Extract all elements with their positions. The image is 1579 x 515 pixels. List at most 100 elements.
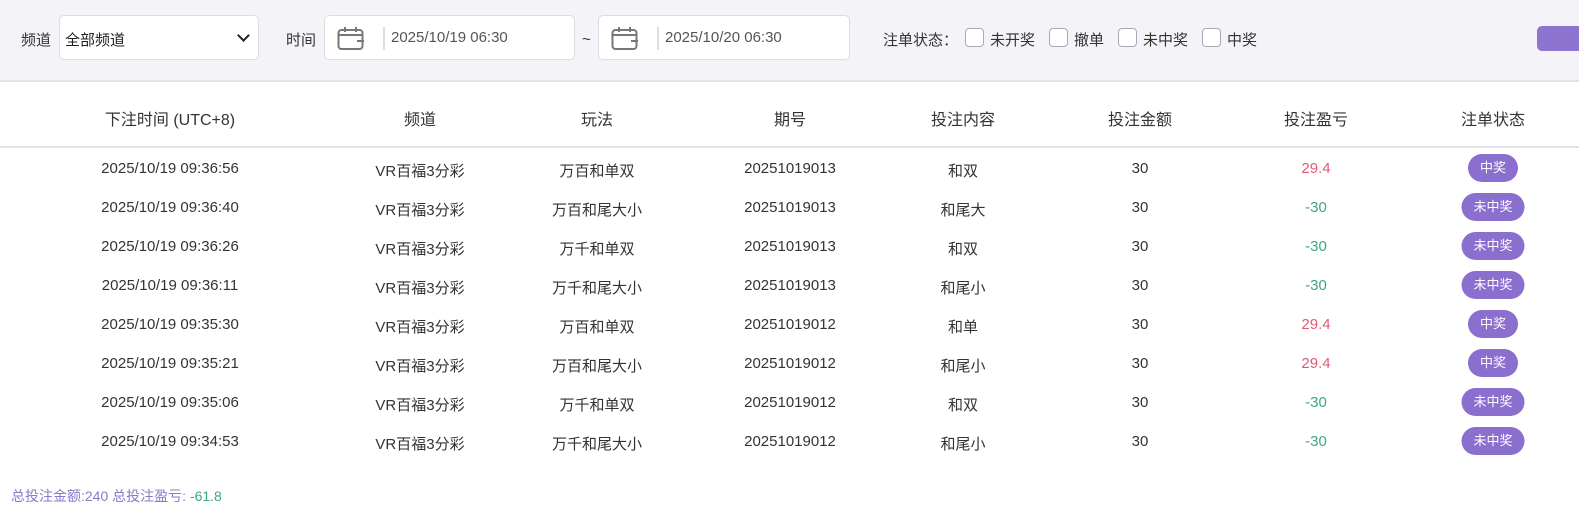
time-label: 时间 (286, 32, 317, 49)
filter-bar: 频道 全部频道 时间 2025/10/19 06:30 ~ 2025/10/20… (0, 0, 1579, 82)
total-bet-label: 总投注金额: (11, 488, 85, 504)
end-date-value: 2025/10/20 06:30 (665, 29, 782, 46)
column-header-bet-time: 下注时间 (UTC+8) (104, 112, 236, 129)
status-label: 注单状态： (883, 32, 959, 49)
channel-select[interactable]: 全部频道 (59, 15, 259, 60)
total-bet-value: 240 (84, 488, 109, 504)
divider (657, 27, 659, 50)
cell-channel: VR百福3分彩 (375, 436, 465, 453)
cell-bet-time: 2025/10/19 09:36:40 (101, 199, 239, 216)
cell-bet-time: 2025/10/19 09:35:06 (101, 394, 239, 411)
cell-bet-amount: 30 (1131, 199, 1149, 216)
status-badge: 未中奖 (1461, 427, 1525, 455)
checkbox-label: 撤单 (1074, 32, 1105, 49)
column-header-bet-content: 投注内容 (930, 112, 996, 129)
table-row: 2025/10/19 09:35:21 VR百福3分彩 万百和尾大小 20251019… (0, 344, 1579, 383)
cell-bet-content: 和尾小 (940, 358, 986, 375)
status-badge: 未中奖 (1461, 232, 1525, 260)
cell-bet-content: 和尾大 (940, 202, 986, 219)
cell-bet-time: 2025/10/19 09:35:30 (101, 316, 239, 333)
cell-game-type: 万百和单双 (559, 163, 635, 180)
cell-profit-loss: 29.4 (1301, 316, 1331, 333)
cell-bet-amount: 30 (1131, 316, 1149, 333)
cell-bet-time: 2025/10/19 09:35:21 (101, 355, 239, 372)
range-separator: ~ (582, 31, 591, 48)
column-header-bet-status: 注单状态 (1460, 112, 1526, 129)
search-button[interactable] (1537, 26, 1579, 51)
cell-profit-loss: -30 (1305, 277, 1327, 294)
summary: 总投注金额:240 总投注盈亏: -61.8 (11, 486, 222, 506)
channel-label: 频道 (21, 32, 52, 49)
start-date-value: 2025/10/19 06:30 (391, 29, 508, 46)
table-row: 2025/10/19 09:36:56 VR百福3分彩 万百和单双 202510190… (0, 149, 1579, 188)
column-header-game-type: 玩法 (580, 112, 614, 129)
cell-bet-time: 2025/10/19 09:36:56 (101, 160, 239, 177)
total-pl-label: 总投注盈亏: (112, 488, 187, 504)
status-badge: 未中奖 (1461, 193, 1525, 221)
total-pl-value: -61.8 (189, 488, 222, 504)
table-row: 2025/10/19 09:35:06 VR百福3分彩 万千和单双 202510190… (0, 383, 1579, 422)
cell-bet-amount: 30 (1131, 355, 1149, 372)
cell-profit-loss: 29.4 (1301, 355, 1331, 372)
checkbox-cancelled[interactable] (1049, 28, 1068, 47)
cell-game-type: 万千和尾大小 (551, 280, 643, 297)
cell-issue-number: 20251019012 (744, 433, 836, 450)
status-badge: 未中奖 (1461, 388, 1525, 416)
cell-bet-amount: 30 (1131, 238, 1149, 255)
cell-game-type: 万百和尾大小 (551, 358, 643, 375)
cell-issue-number: 20251019013 (744, 199, 836, 216)
column-header-issue-number: 期号 (773, 112, 807, 129)
status-badge: 未中奖 (1461, 271, 1525, 299)
table-row: 2025/10/19 09:36:26 VR百福3分彩 万千和单双 202510190… (0, 227, 1579, 266)
cell-bet-time: 2025/10/19 09:34:53 (101, 433, 239, 450)
cell-profit-loss: -30 (1305, 238, 1327, 255)
divider (383, 27, 385, 50)
cell-issue-number: 20251019013 (744, 238, 836, 255)
cell-bet-content: 和双 (947, 163, 979, 180)
cell-bet-content: 和尾小 (940, 436, 986, 453)
cell-channel: VR百福3分彩 (375, 202, 465, 219)
status-badge: 中奖 (1467, 154, 1519, 182)
cell-bet-content: 和双 (947, 241, 979, 258)
cell-issue-number: 20251019013 (744, 160, 836, 177)
status-badge: 中奖 (1467, 310, 1519, 338)
calendar-icon (611, 27, 638, 50)
table-row: 2025/10/19 09:34:53 VR百福3分彩 万千和尾大小 20251019… (0, 422, 1579, 461)
cell-bet-amount: 30 (1131, 160, 1149, 177)
cell-game-type: 万千和单双 (559, 397, 635, 414)
cell-bet-amount: 30 (1131, 433, 1149, 450)
cell-issue-number: 20251019012 (744, 355, 836, 372)
column-header-channel: 频道 (403, 112, 437, 129)
cell-issue-number: 20251019013 (744, 277, 836, 294)
cell-bet-amount: 30 (1131, 277, 1149, 294)
cell-profit-loss: -30 (1305, 433, 1327, 450)
channel-value: 全部频道 (65, 32, 126, 49)
table-row: 2025/10/19 09:36:40 VR百福3分彩 万百和尾大小 20251019… (0, 188, 1579, 227)
checkbox-label: 未开奖 (990, 32, 1036, 49)
cell-bet-content: 和单 (947, 319, 979, 336)
checkbox-lost[interactable] (1118, 28, 1137, 47)
checkbox-won[interactable] (1202, 28, 1221, 47)
checkbox-not-drawn[interactable] (965, 28, 984, 47)
start-date-input[interactable]: 2025/10/19 06:30 (324, 15, 575, 60)
cell-channel: VR百福3分彩 (375, 319, 465, 336)
cell-profit-loss: -30 (1305, 394, 1327, 411)
cell-game-type: 万百和尾大小 (551, 202, 643, 219)
cell-bet-amount: 30 (1131, 394, 1149, 411)
cell-issue-number: 20251019012 (744, 316, 836, 333)
table-row: 2025/10/19 09:36:11 VR百福3分彩 万千和尾大小 20251019… (0, 266, 1579, 305)
cell-bet-content: 和双 (947, 397, 979, 414)
cell-channel: VR百福3分彩 (375, 358, 465, 375)
cell-channel: VR百福3分彩 (375, 397, 465, 414)
cell-bet-content: 和尾小 (940, 280, 986, 297)
checkbox-label: 中奖 (1227, 32, 1258, 49)
end-date-input[interactable]: 2025/10/20 06:30 (598, 15, 850, 60)
cell-profit-loss: 29.4 (1301, 160, 1331, 177)
cell-channel: VR百福3分彩 (375, 280, 465, 297)
table-row: 2025/10/19 09:35:30 VR百福3分彩 万百和单双 202510190… (0, 305, 1579, 344)
cell-channel: VR百福3分彩 (375, 163, 465, 180)
cell-bet-time: 2025/10/19 09:36:11 (101, 277, 239, 294)
column-header-profit-loss: 投注盈亏 (1283, 112, 1349, 129)
cell-profit-loss: -30 (1305, 199, 1327, 216)
checkbox-label: 未中奖 (1143, 32, 1189, 49)
